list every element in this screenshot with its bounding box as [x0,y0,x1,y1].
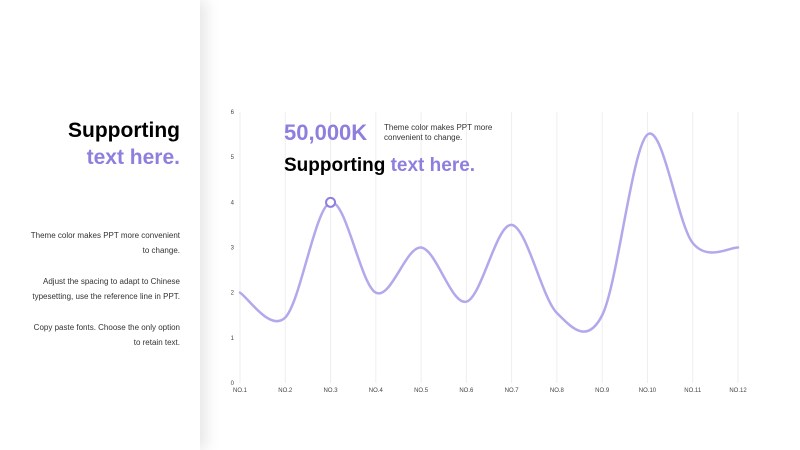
note-3: Copy paste fonts. Choose the only option… [33,323,180,347]
big-number: 50,000K [284,120,368,145]
y-tick-label: 1 [231,336,235,342]
highlight-point [325,196,337,208]
data-point [556,312,558,314]
data-point [375,292,377,294]
y-tick-label: 2 [231,291,235,297]
left-panel: Supporting text here. Theme color makes … [0,0,200,450]
data-point [737,247,739,249]
small-note: Theme color makes PPT more convenient to… [384,123,493,142]
x-tick-label: NO.7 [505,388,520,394]
y-tick-label: 3 [231,246,235,252]
support-text-black: Supporting [284,155,391,176]
y-tick-label: 5 [231,155,235,161]
x-tick-label: NO.6 [459,388,474,394]
y-tick-label: 6 [231,110,235,116]
x-tick-label: NO.3 [324,388,339,394]
data-point [511,224,513,226]
y-tick-label: 4 [231,200,235,206]
data-point [646,134,648,136]
panel-title: Supporting text here. [68,117,180,171]
x-tick-label: NO.11 [684,388,702,394]
x-tick-label: NO.5 [414,388,429,394]
data-point [239,292,241,294]
data-point [420,247,422,249]
x-tick-label: NO.2 [278,388,293,394]
support-line: Supporting text here. [284,155,475,177]
data-point [601,314,603,316]
support-text-accent: text here. [390,155,476,176]
x-tick-label: NO.4 [369,388,384,394]
y-tick-label: 0 [231,381,235,387]
title-line-2: text here. [86,146,180,169]
data-point [692,242,694,244]
note-2: Adjust the spacing to adapt to Chinese t… [32,277,180,301]
x-tick-label: NO.10 [639,388,657,394]
x-tick-label: NO.1 [233,388,248,394]
title-line-1: Supporting [68,119,180,142]
x-tick-label: NO.9 [595,388,610,394]
note-1: Theme color makes PPT more convenient to… [30,231,180,255]
data-point [284,317,286,319]
x-tick-label: NO.12 [729,388,747,394]
notes-block: Theme color makes PPT more convenient to… [30,228,180,366]
data-point [465,301,467,303]
x-tick-label: NO.8 [550,388,565,394]
